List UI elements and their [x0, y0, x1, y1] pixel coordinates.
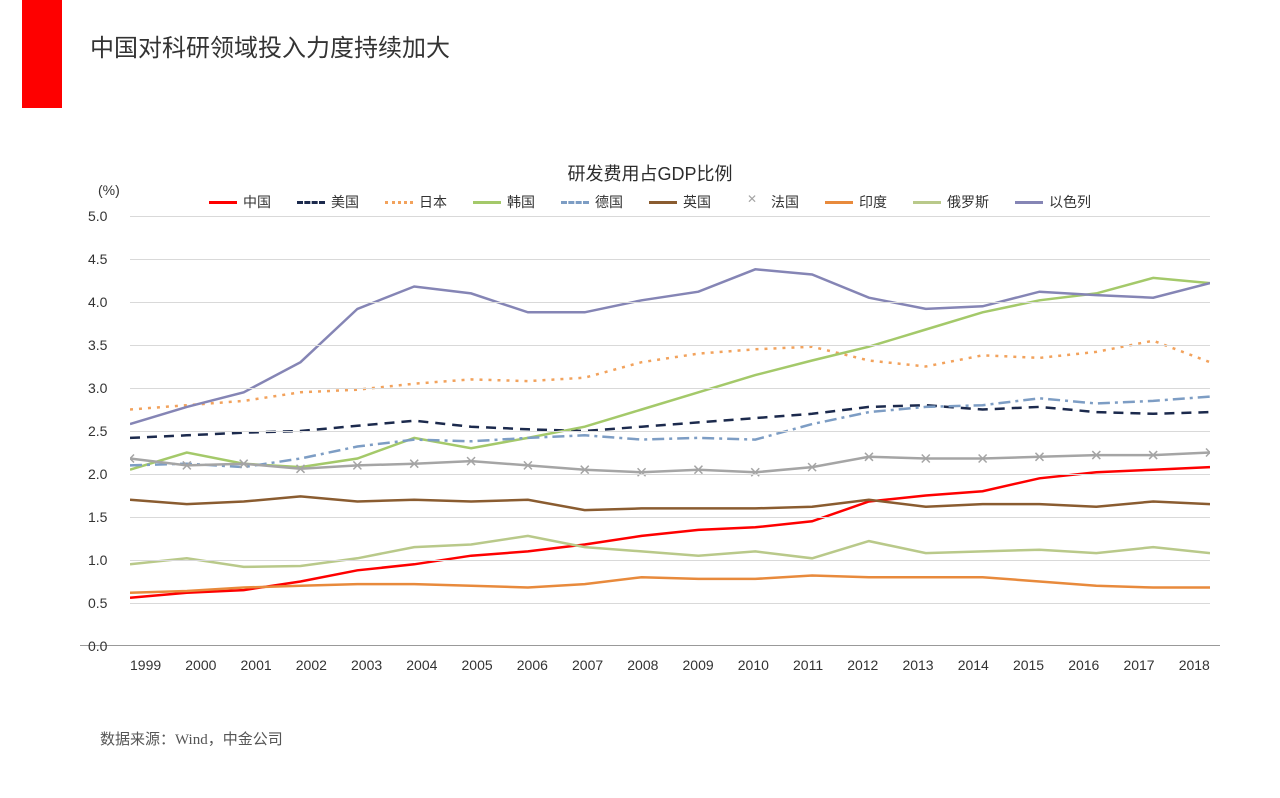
x-tick-label: 2006	[517, 657, 548, 673]
y-tick-label: 2.0	[88, 466, 107, 482]
series-韩国	[130, 278, 1210, 470]
series-印度	[130, 576, 1210, 593]
legend-label: 印度	[859, 192, 887, 212]
y-tick-label: 1.0	[88, 552, 107, 568]
y-tick-label: 0.5	[88, 595, 107, 611]
chart-legend: 中国 美国 日本 韩国 德国 英国 法国 印度 俄罗斯 以色列	[80, 192, 1220, 212]
x-axis-labels: 1999 2000 2001 2002 2003 2004 2005 2006 2007 2008…	[130, 657, 1210, 673]
gridline	[130, 517, 1210, 518]
x-tick-label: 2016	[1068, 657, 1099, 673]
x-tick-label: 2007	[572, 657, 603, 673]
y-tick-label: 5.0	[88, 208, 107, 224]
x-tick-label: 2017	[1123, 657, 1154, 673]
x-tick-label: 2013	[902, 657, 933, 673]
legend-item-日本: 日本	[385, 192, 447, 212]
legend-label: 法国	[771, 192, 799, 212]
legend-item-印度: 印度	[825, 192, 887, 212]
y-tick-label: 4.0	[88, 294, 107, 310]
y-tick-label: 0.0	[88, 638, 107, 654]
gridline	[130, 302, 1210, 303]
legend-label: 英国	[683, 192, 711, 212]
x-tick-label: 2011	[793, 657, 823, 673]
x-tick-label: 2000	[185, 657, 216, 673]
accent-bar	[22, 0, 62, 108]
legend-item-法国: 法国	[737, 192, 799, 212]
legend-item-美国: 美国	[297, 192, 359, 212]
gridline	[130, 603, 1210, 604]
gridline	[130, 431, 1210, 432]
series-美国	[130, 405, 1210, 438]
series-俄罗斯	[130, 536, 1210, 567]
legend-label: 俄罗斯	[947, 192, 989, 212]
x-tick-label: 2010	[738, 657, 769, 673]
legend-item-韩国: 韩国	[473, 192, 535, 212]
x-tick-label: 2015	[1013, 657, 1044, 673]
series-法国	[130, 453, 1210, 473]
y-tick-label: 3.5	[88, 337, 107, 353]
legend-label: 美国	[331, 192, 359, 212]
legend-item-德国: 德国	[561, 192, 623, 212]
legend-item-以色列: 以色列	[1015, 192, 1091, 212]
gridline	[130, 474, 1210, 475]
gridline	[130, 259, 1210, 260]
data-source: 数据来源：Wind，中金公司	[100, 728, 283, 749]
x-tick-label: 2001	[241, 657, 272, 673]
x-tick-label: 2005	[462, 657, 493, 673]
page-title: 中国对科研领域投入力度持续加大	[90, 28, 450, 63]
x-tick-label: 2003	[351, 657, 382, 673]
gridline	[130, 560, 1210, 561]
x-tick-label: 2018	[1179, 657, 1210, 673]
chart-plot-area: 1999200020012002200320042005200620072008…	[80, 216, 1220, 646]
legend-item-英国: 英国	[649, 192, 711, 212]
x-tick-label: 2004	[406, 657, 437, 673]
legend-item-中国: 中国	[209, 192, 271, 212]
x-tick-label: 2002	[296, 657, 327, 673]
chart-container: 研发费用占GDP比例 (%) 中国 美国 日本 韩国 德国 英国 法国 印度 俄罗斯 以色列 19…	[80, 160, 1220, 670]
y-tick-label: 3.0	[88, 380, 107, 396]
legend-label: 韩国	[507, 192, 535, 212]
gridline	[130, 345, 1210, 346]
series-日本	[130, 341, 1210, 410]
x-tick-label: 2008	[627, 657, 658, 673]
legend-label: 以色列	[1049, 192, 1091, 212]
y-axis-unit: (%)	[98, 182, 120, 198]
x-tick-label: 1999	[130, 657, 161, 673]
legend-label: 中国	[243, 192, 271, 212]
legend-label: 德国	[595, 192, 623, 212]
y-tick-label: 2.5	[88, 423, 107, 439]
y-tick-label: 1.5	[88, 509, 107, 525]
legend-label: 日本	[419, 192, 447, 212]
gridline	[130, 388, 1210, 389]
legend-item-俄罗斯: 俄罗斯	[913, 192, 989, 212]
x-tick-label: 2012	[847, 657, 878, 673]
x-tick-label: 2014	[958, 657, 989, 673]
series-英国	[130, 496, 1210, 510]
x-tick-label: 2009	[683, 657, 714, 673]
gridline	[130, 216, 1210, 217]
y-tick-label: 4.5	[88, 251, 107, 267]
chart-title: 研发费用占GDP比例	[80, 160, 1220, 186]
